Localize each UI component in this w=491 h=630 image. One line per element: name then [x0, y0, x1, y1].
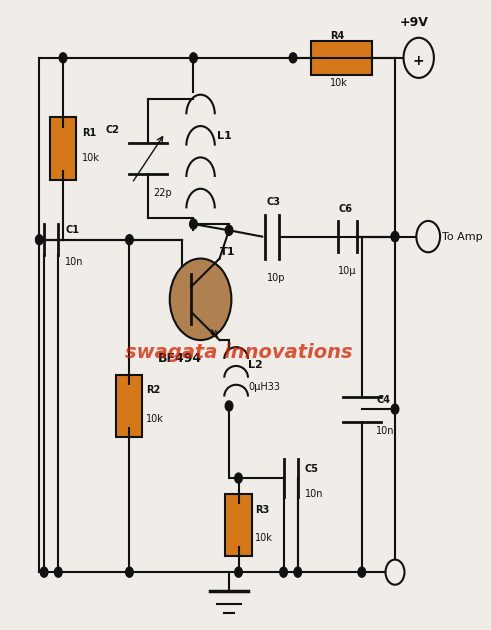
Circle shape: [294, 567, 301, 577]
Circle shape: [170, 258, 231, 340]
Text: +9V: +9V: [400, 16, 429, 30]
FancyBboxPatch shape: [225, 494, 251, 556]
Text: R4: R4: [330, 31, 344, 41]
Text: C3: C3: [267, 197, 281, 207]
Text: R3: R3: [255, 505, 270, 515]
FancyBboxPatch shape: [116, 375, 142, 437]
Text: C2: C2: [106, 125, 120, 135]
Circle shape: [190, 53, 197, 63]
Text: 10k: 10k: [255, 533, 273, 543]
Circle shape: [235, 567, 242, 577]
Circle shape: [59, 53, 67, 63]
Circle shape: [416, 221, 440, 252]
Circle shape: [126, 235, 133, 244]
Circle shape: [55, 567, 62, 577]
Text: L2: L2: [248, 360, 263, 370]
Text: To Amp: To Amp: [442, 232, 483, 241]
Text: L1: L1: [217, 132, 232, 141]
Text: R1: R1: [82, 129, 96, 138]
Text: R2: R2: [146, 386, 160, 396]
Circle shape: [126, 567, 133, 577]
Circle shape: [280, 567, 287, 577]
Text: 10k: 10k: [146, 414, 164, 423]
Text: 10k: 10k: [330, 78, 348, 88]
Circle shape: [225, 226, 233, 236]
Circle shape: [391, 404, 399, 414]
Circle shape: [358, 567, 366, 577]
Circle shape: [289, 53, 297, 63]
Text: 10n: 10n: [305, 489, 324, 499]
Text: T1: T1: [219, 248, 235, 258]
Text: swagata innovations: swagata innovations: [125, 343, 353, 362]
Circle shape: [385, 559, 405, 585]
Text: 22p: 22p: [153, 188, 172, 198]
Text: C6: C6: [338, 203, 352, 214]
Text: 10p: 10p: [267, 273, 285, 282]
Circle shape: [404, 38, 434, 78]
FancyBboxPatch shape: [50, 117, 76, 180]
Text: 10n: 10n: [65, 257, 84, 267]
Circle shape: [235, 473, 242, 483]
Circle shape: [391, 232, 399, 242]
Text: 10k: 10k: [82, 153, 100, 163]
Circle shape: [40, 567, 48, 577]
Circle shape: [190, 219, 197, 229]
Text: 10n: 10n: [376, 426, 395, 436]
Text: 10μ: 10μ: [338, 266, 356, 276]
FancyBboxPatch shape: [311, 40, 373, 75]
Text: C1: C1: [65, 226, 80, 236]
Circle shape: [391, 232, 399, 242]
Text: +: +: [413, 54, 425, 68]
Text: C4: C4: [376, 395, 390, 405]
Text: C5: C5: [305, 464, 319, 474]
Circle shape: [35, 235, 43, 244]
Text: 0μH33: 0μH33: [248, 382, 280, 392]
Circle shape: [225, 401, 233, 411]
Text: BF494: BF494: [158, 352, 202, 365]
